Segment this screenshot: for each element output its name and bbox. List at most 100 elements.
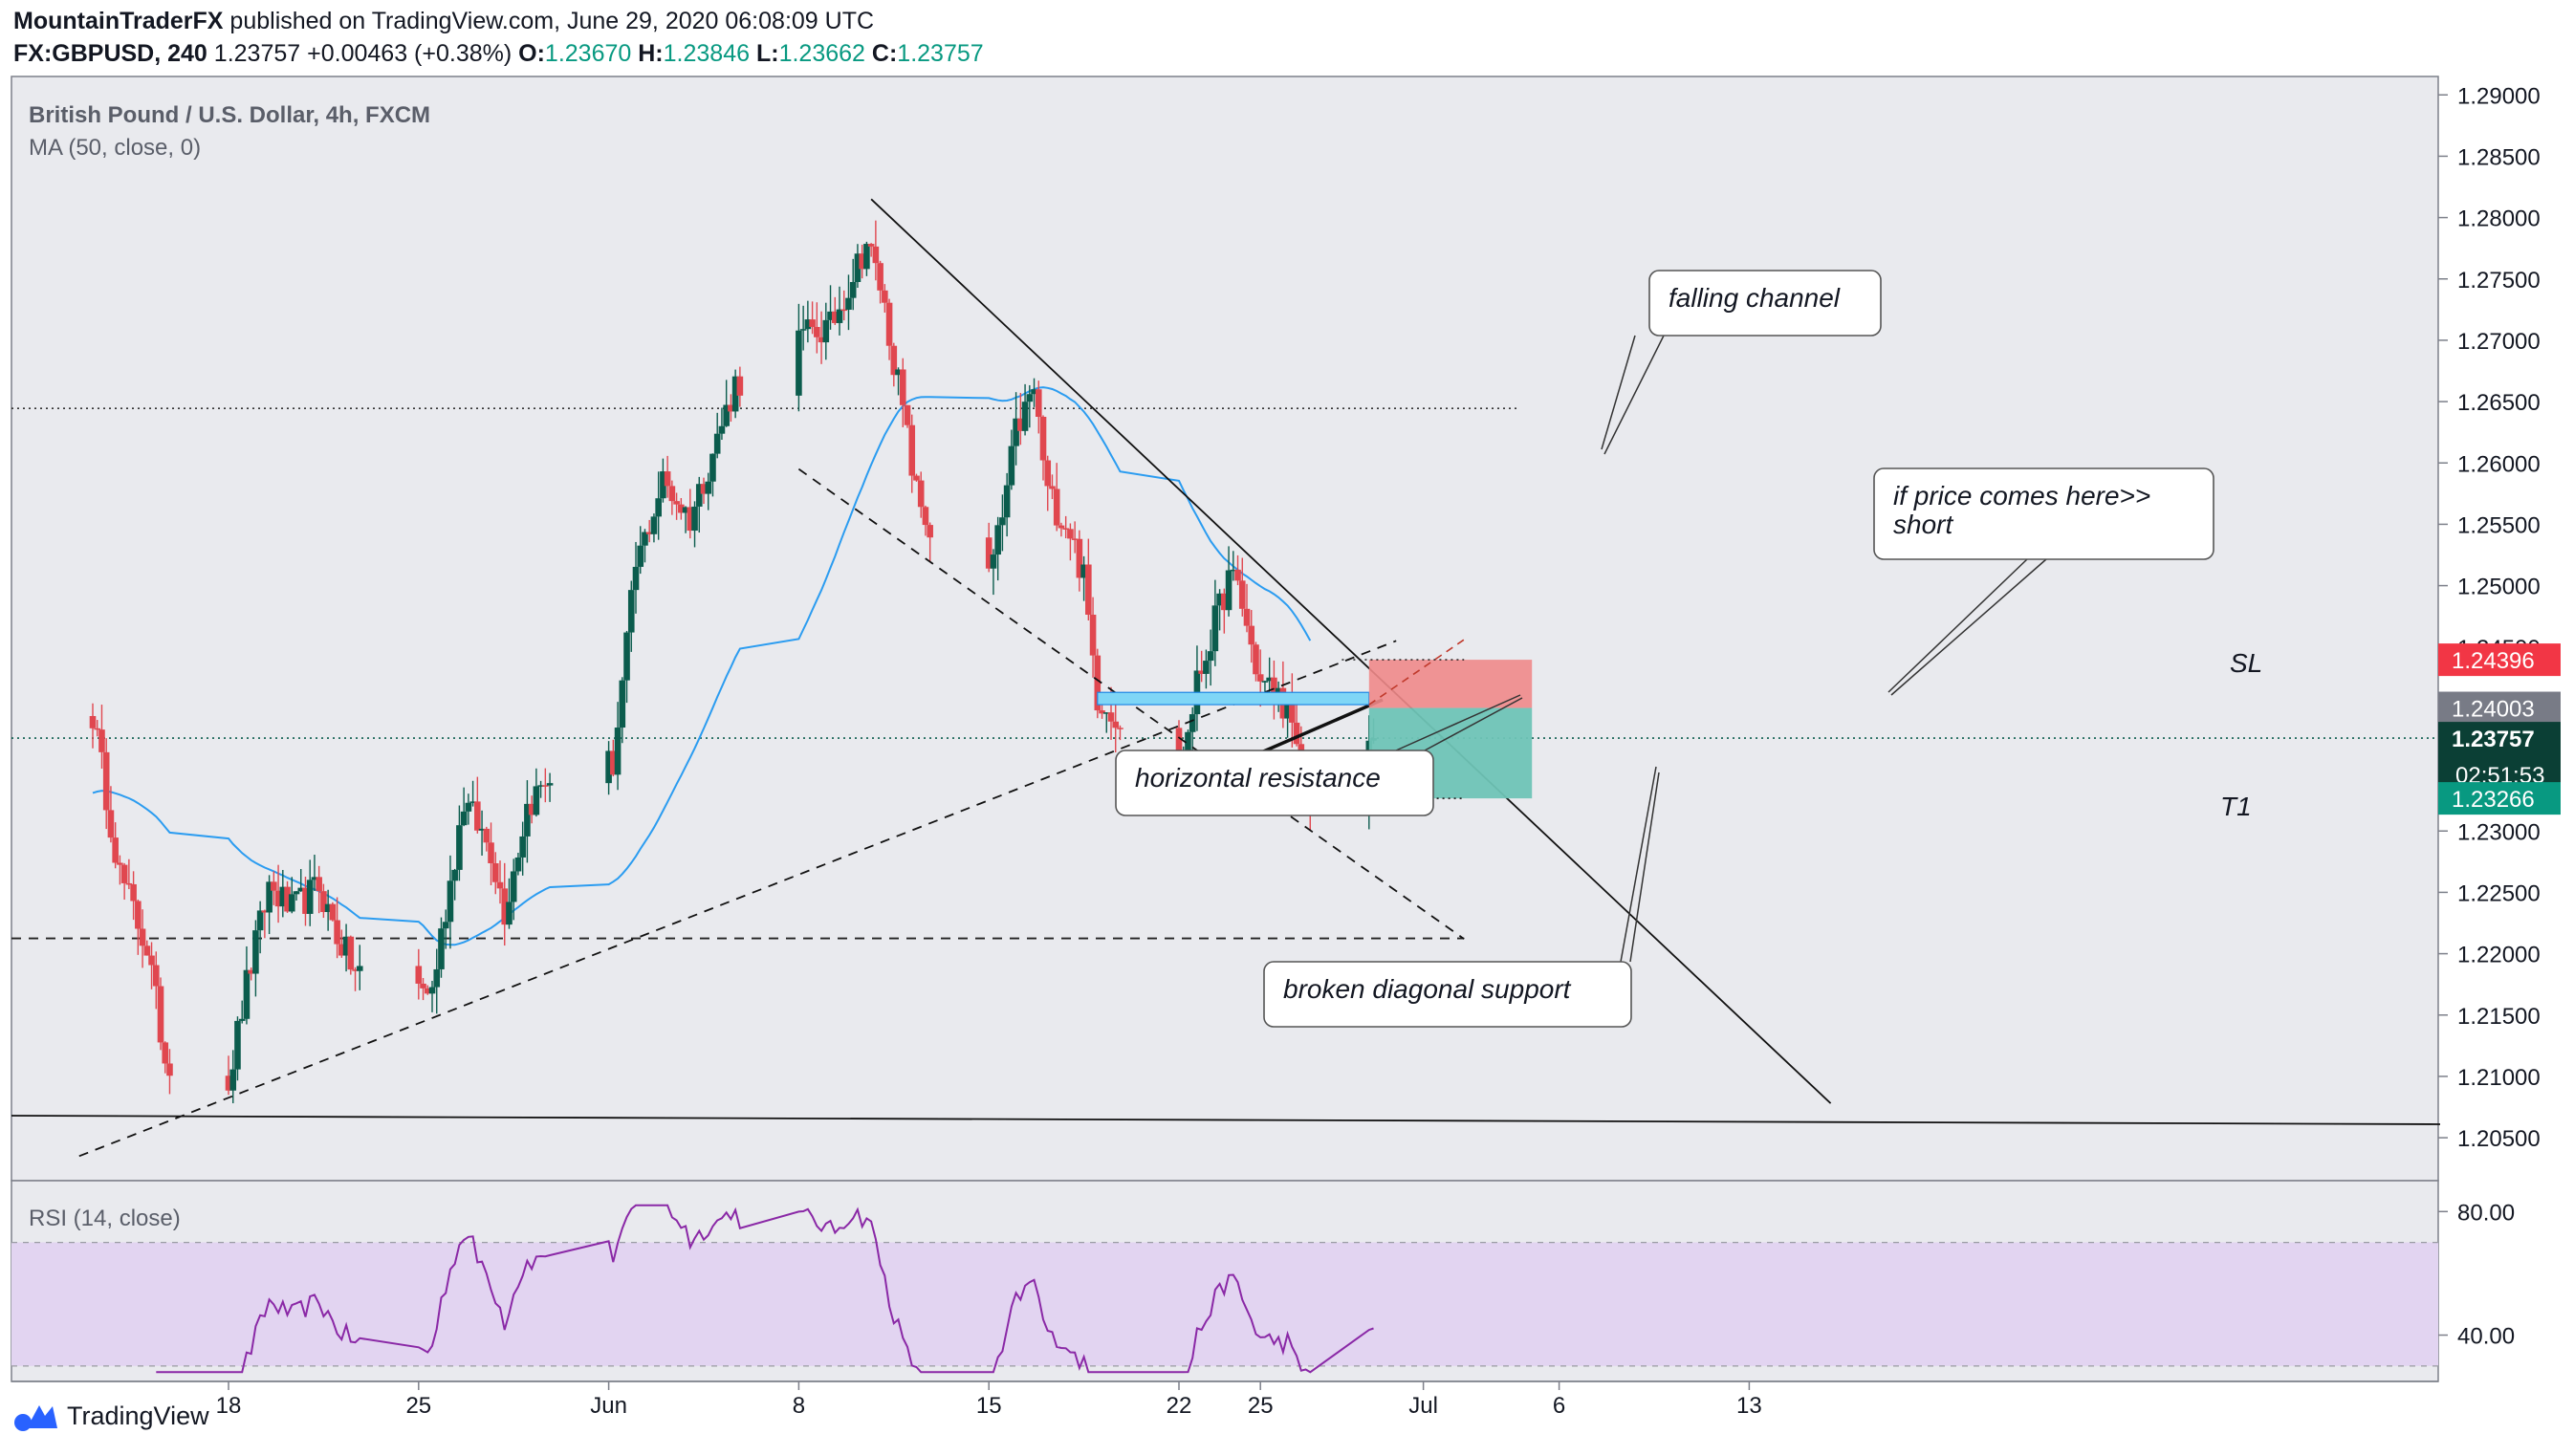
candle-body	[818, 337, 825, 343]
x-tick-label: Jun	[590, 1393, 627, 1419]
chart-title: British Pound / U.S. Dollar, 4h, FXCM	[29, 102, 430, 128]
resistance-zone	[1097, 691, 1370, 706]
candle-body	[809, 319, 816, 328]
candle-body	[94, 728, 101, 730]
candle-body	[1261, 681, 1269, 683]
open-label: O:	[518, 40, 545, 67]
broken-support-note: broken diagonal support	[1263, 766, 1660, 1028]
candle-body	[166, 1063, 173, 1076]
short-note: if price comes here>>short	[1873, 467, 2214, 696]
candle-body	[229, 1069, 237, 1091]
candle-body	[899, 369, 906, 405]
candle-body	[120, 864, 128, 883]
entry-price-tag-bg	[2438, 691, 2561, 725]
candle-body	[990, 554, 997, 569]
candle-body	[1021, 402, 1029, 431]
candle-body	[1266, 677, 1273, 682]
falling-channel-note-pointer	[1603, 335, 1665, 455]
y-tick-label: 1.27000	[2457, 329, 2541, 355]
candle-body	[650, 516, 658, 534]
footer[interactable]: TradingView	[13, 1400, 209, 1432]
x-tick-label: 25	[1248, 1393, 1274, 1419]
candle-body	[836, 309, 843, 323]
candle-body	[1221, 593, 1228, 611]
change: +0.00463 (+0.38%)	[307, 40, 513, 67]
candle-body	[1207, 651, 1214, 662]
horizontal-resistance-note: horizontal resistance	[1115, 694, 1523, 816]
candle-body	[433, 968, 441, 988]
candle-body	[152, 965, 160, 987]
rsi-line	[156, 1204, 1374, 1374]
candle-body	[713, 433, 721, 454]
publisher-name[interactable]: MountainTraderFX	[13, 8, 224, 34]
horizontal-resistance-note-text: horizontal resistance	[1135, 763, 1381, 793]
horizontal-resistance-note-box	[1115, 750, 1434, 816]
candle-body	[347, 936, 355, 970]
y-tick-label: 1.23000	[2457, 819, 2541, 845]
candle-body	[877, 263, 883, 291]
candle-body	[542, 785, 549, 787]
candle-body	[1017, 418, 1024, 431]
candle-body	[284, 886, 291, 912]
candle-body	[637, 545, 644, 567]
candle-body	[687, 507, 694, 532]
candle-body	[831, 311, 839, 323]
horizontal-resistance-note-pointer-2	[1424, 697, 1523, 751]
candle-body	[1085, 564, 1092, 615]
rsi-legend: RSI (14, close)	[29, 1206, 181, 1231]
candle-body	[1094, 655, 1102, 711]
candle-body	[673, 501, 680, 505]
candle-body	[796, 330, 802, 396]
candle-body	[271, 881, 277, 891]
candle-body	[728, 404, 734, 412]
x-tick-label: 6	[1553, 1393, 1565, 1419]
candle-body	[1076, 538, 1083, 578]
candle-body	[1058, 525, 1065, 529]
broken-support-note-box	[1263, 961, 1632, 1028]
candle-body	[447, 880, 454, 923]
candle-body	[225, 1076, 232, 1091]
candle-body	[913, 475, 920, 481]
candle-body	[619, 680, 626, 728]
y-tick-label: 1.28500	[2457, 144, 2541, 170]
candle-body	[731, 376, 739, 412]
candle-body	[709, 453, 716, 482]
candle-body	[356, 966, 363, 971]
broken-support-note-pointer-2	[1629, 771, 1660, 963]
candle-body	[546, 783, 554, 786]
candle-body	[882, 290, 888, 303]
candle-body	[840, 309, 848, 312]
candle-body	[642, 532, 648, 546]
footer-brand[interactable]: TradingView	[67, 1401, 209, 1430]
candle-body	[483, 828, 491, 843]
candle-body	[1203, 661, 1210, 674]
candle-body	[496, 881, 504, 889]
candle-body	[324, 903, 332, 912]
candle-body	[1044, 460, 1052, 487]
candle-body	[438, 928, 445, 969]
candle-body	[311, 877, 318, 880]
candle-body	[1099, 710, 1105, 714]
candle-body	[1271, 677, 1277, 697]
candle-body	[243, 969, 251, 1019]
candle-body	[139, 928, 146, 946]
candle-body	[1035, 389, 1042, 417]
candle-body	[1238, 580, 1246, 609]
candle-body	[491, 862, 499, 882]
close-value: 1.23757	[897, 40, 984, 67]
falling-channel-note-pointer-2	[1601, 335, 1636, 450]
candle-body	[1211, 605, 1219, 652]
candle-body	[994, 525, 1001, 555]
candle-body	[668, 486, 676, 502]
candle-body	[506, 902, 513, 925]
candle-body	[528, 803, 535, 815]
candle-body	[1189, 714, 1196, 732]
candle-body	[1067, 529, 1074, 539]
falling-channel-lower	[797, 467, 1465, 940]
candle-body	[1293, 722, 1300, 745]
candle-body	[1112, 721, 1120, 728]
candle-body	[465, 802, 472, 812]
last-price: 1.23757	[213, 40, 301, 67]
